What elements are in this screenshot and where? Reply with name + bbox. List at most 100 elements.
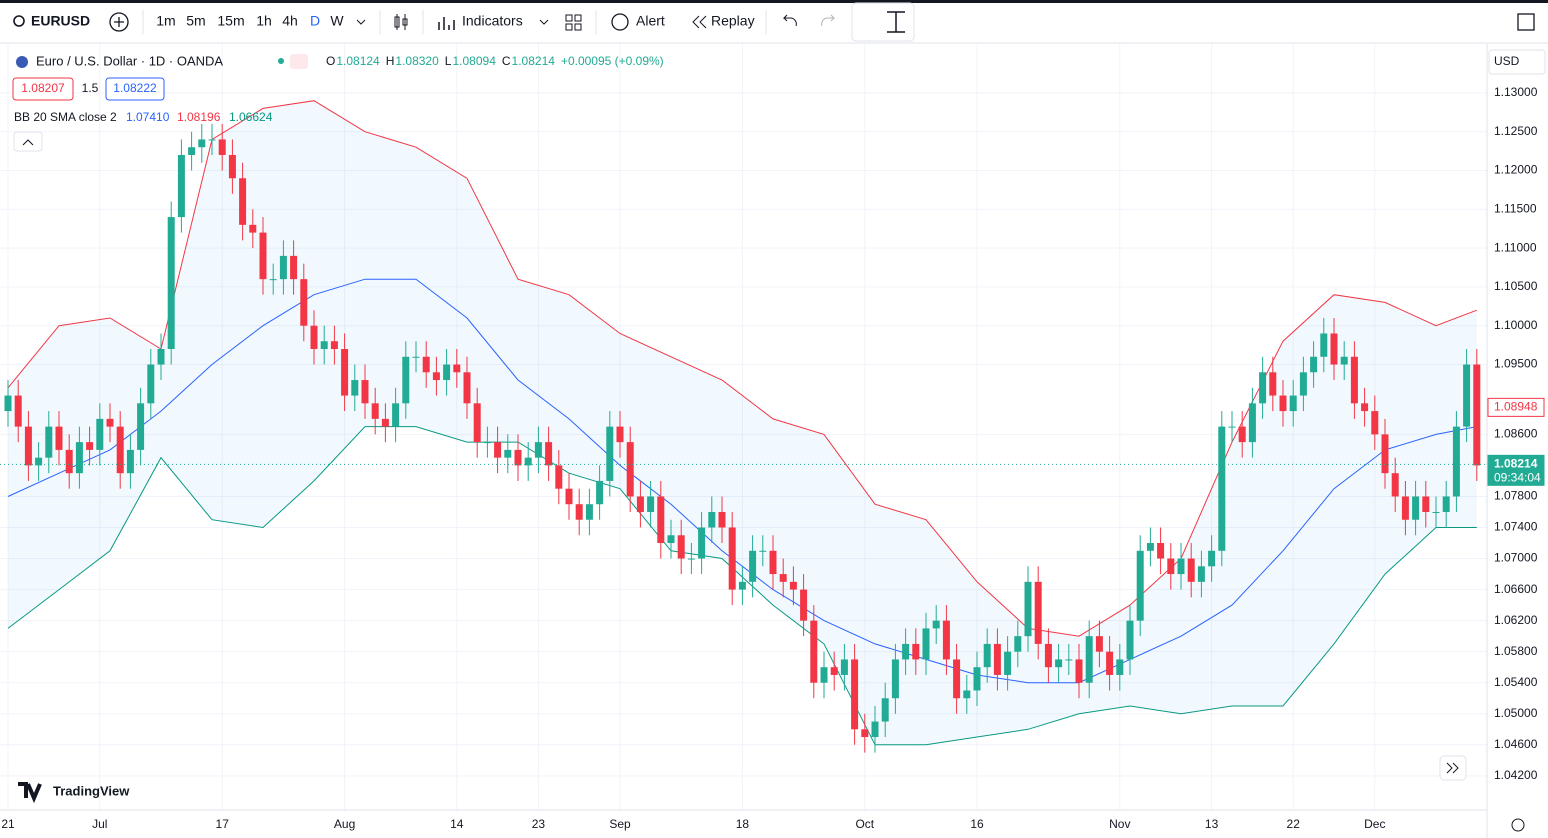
- search-icon[interactable]: [13, 15, 25, 27]
- candle-body: [1177, 558, 1185, 575]
- candle-body: [708, 511, 716, 528]
- candle-body: [463, 372, 471, 404]
- candle-body: [381, 418, 389, 427]
- add-symbol[interactable]: [109, 12, 129, 32]
- candle-body: [157, 349, 165, 365]
- layout-icon[interactable]: [565, 14, 573, 22]
- layout-icon: [574, 23, 582, 31]
- candle-body: [616, 426, 624, 443]
- candle-body: [1095, 636, 1103, 652]
- candle-body: [1473, 364, 1481, 466]
- x-tick-label: Sep: [609, 817, 631, 831]
- fullscreen[interactable]: [1517, 13, 1535, 31]
- candle-body: [1259, 372, 1267, 404]
- plot: [0, 44, 1487, 810]
- dropdown[interactable]: [539, 19, 549, 25]
- candle-body: [1289, 395, 1297, 412]
- y-tick-label: 1.12000: [1494, 163, 1538, 177]
- candle-body: [483, 442, 491, 444]
- x-tick-label: 17: [216, 817, 230, 831]
- candle-body: [902, 643, 910, 660]
- candle-body: [300, 279, 308, 326]
- alert-icon[interactable]: [611, 13, 629, 31]
- interval[interactable]: 4h: [282, 13, 298, 29]
- scroll-icon: [1446, 762, 1459, 774]
- x-tick-label: Aug: [334, 817, 355, 831]
- candle-body: [687, 558, 695, 560]
- indicator-upper: 1.08196: [177, 110, 221, 124]
- candle-body: [1218, 426, 1226, 551]
- x-tick-label: 22: [1287, 817, 1301, 831]
- candle-body: [840, 659, 848, 675]
- currency-box[interactable]: [1488, 49, 1546, 75]
- interval[interactable]: 15m: [217, 13, 244, 29]
- candle-body: [861, 729, 869, 738]
- candle-body: [514, 449, 522, 466]
- alert-button[interactable]: Alert: [636, 13, 665, 29]
- indicators-button[interactable]: Indicators: [462, 13, 523, 29]
- price-tag: [1487, 454, 1545, 486]
- text-tool[interactable]: [887, 11, 905, 33]
- currency: USD: [1494, 54, 1520, 68]
- scroll-button[interactable]: [1439, 755, 1467, 781]
- band-line: [7, 100, 1477, 637]
- candle-body: [1157, 543, 1165, 559]
- candle-body: [1004, 651, 1012, 675]
- candle-body: [198, 139, 206, 148]
- candle-body: [585, 504, 593, 520]
- candle-body: [126, 449, 134, 474]
- candle-body: [698, 527, 706, 559]
- interval[interactable]: 1m: [156, 13, 175, 29]
- candle-body: [749, 550, 757, 582]
- candle-body: [820, 667, 828, 683]
- band-line: [7, 426, 1477, 746]
- interval[interactable]: D: [310, 13, 320, 29]
- candle-body: [636, 496, 644, 512]
- redo[interactable]: [821, 14, 836, 27]
- y-tick-label: 1.11500: [1494, 201, 1537, 215]
- bid: 1.08207: [21, 81, 65, 95]
- candle-body: [1269, 372, 1277, 396]
- candle-body: [177, 154, 185, 218]
- candle-body: [504, 449, 512, 458]
- y-tick-label: 1.10000: [1494, 318, 1538, 332]
- collapse-button[interactable]: [13, 131, 43, 152]
- candle-body: [963, 690, 971, 699]
- interval[interactable]: 1h: [256, 13, 272, 29]
- candle-body: [1310, 356, 1318, 373]
- candle-body: [871, 721, 879, 738]
- symbol[interactable]: EURUSD: [31, 13, 90, 29]
- candle-body: [738, 581, 746, 590]
- candle-body: [137, 403, 145, 450]
- x-tick-label: Nov: [1109, 817, 1130, 831]
- bid-box[interactable]: [12, 77, 74, 101]
- candle-body: [1146, 543, 1154, 551]
- candle-body: [422, 356, 430, 373]
- interval[interactable]: 5m: [186, 13, 205, 29]
- y-tick-label: 1.07000: [1494, 551, 1538, 565]
- candle-body: [116, 426, 124, 474]
- replay-button[interactable]: Replay: [711, 13, 755, 29]
- candle-body: [341, 349, 349, 396]
- x-tick-label: 13: [1205, 817, 1219, 831]
- candle-body: [1361, 403, 1369, 412]
- candle-body: [4, 395, 12, 412]
- ask-box[interactable]: [105, 77, 165, 101]
- candle-body: [65, 449, 73, 474]
- undo[interactable]: [782, 14, 797, 27]
- interval[interactable]: W: [330, 13, 344, 29]
- toolbar: EURUSD Indicators Alert Replay 1m 5m 15m 1h…: [13, 2, 1535, 42]
- candle-body: [953, 659, 961, 699]
- candle-body: [218, 139, 226, 155]
- x-tick-label: 23: [532, 817, 546, 831]
- chart-type[interactable]: [394, 14, 408, 30]
- candle-body: [351, 380, 359, 396]
- settings[interactable]: [1511, 818, 1525, 832]
- candle-body: [891, 659, 899, 699]
- y-tick-label: 1.05400: [1494, 675, 1538, 689]
- candle-body: [1055, 659, 1063, 668]
- candle-body: [24, 426, 32, 466]
- dropdown[interactable]: [356, 19, 366, 25]
- candle-body: [1412, 496, 1420, 520]
